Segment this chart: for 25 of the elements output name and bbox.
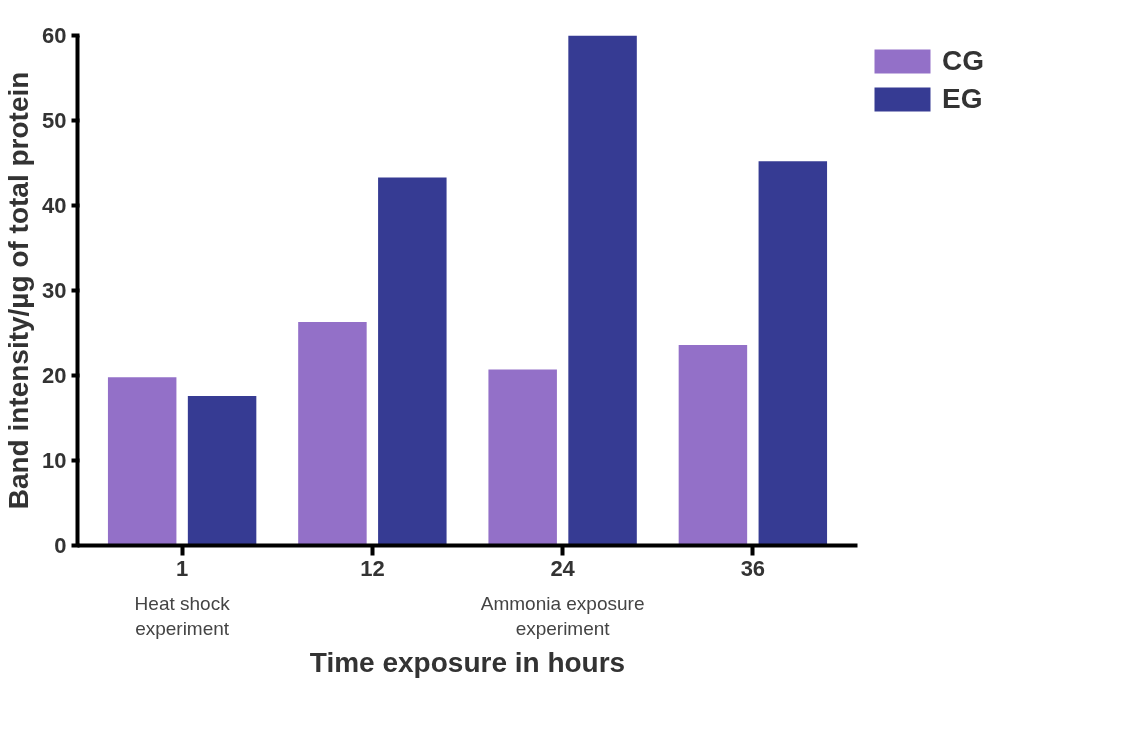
bar xyxy=(568,35,637,546)
x-tick-label: 1 xyxy=(176,555,189,581)
legend-label: CG xyxy=(942,45,984,77)
y-tick-label: 30 xyxy=(42,278,67,303)
x-tick-label: 12 xyxy=(360,555,385,581)
legend-label: EG xyxy=(942,83,983,115)
x-tick-label: 24 xyxy=(550,555,576,581)
bar xyxy=(187,395,257,546)
bar xyxy=(678,344,748,546)
y-tick-label: 0 xyxy=(54,533,67,558)
x-axis-title: Time exposure in hours xyxy=(309,646,626,678)
text: Ammonia exposure experiment xyxy=(480,592,645,639)
text: Heat shock experiment xyxy=(134,592,231,639)
y-axis-title: Band intensity/µg of total protein xyxy=(3,71,35,510)
bar xyxy=(298,321,367,546)
y-tick-label: 20 xyxy=(42,363,67,388)
bar xyxy=(758,161,828,546)
y-tick-label: 40 xyxy=(42,193,67,218)
x-tick-label: 36 xyxy=(740,555,766,581)
bar xyxy=(488,369,557,546)
bar xyxy=(378,177,447,546)
y-tick-label: 60 xyxy=(42,23,67,48)
y-tick-label: 50 xyxy=(42,108,67,133)
bar xyxy=(107,377,177,546)
y-tick-label: 10 xyxy=(42,448,67,473)
